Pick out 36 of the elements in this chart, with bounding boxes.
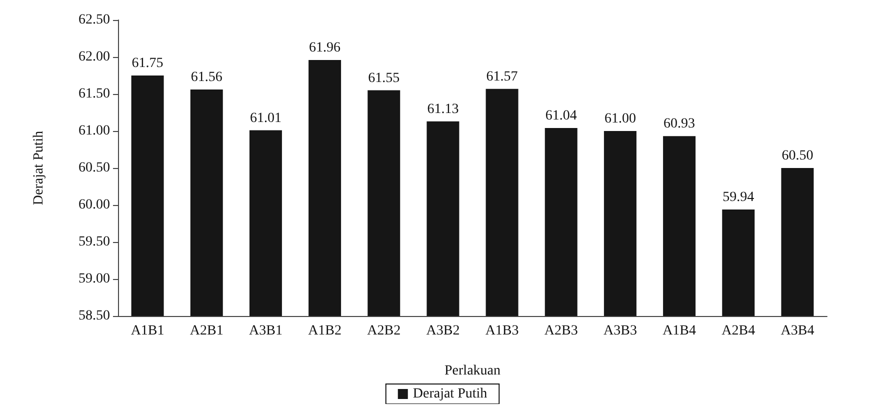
data-label: 61.55 [368, 70, 400, 86]
data-label: 59.94 [722, 190, 754, 205]
data-label: 60.50 [782, 148, 814, 164]
y-tick-label: 60.00 [78, 198, 110, 212]
data-label: 61.04 [545, 108, 577, 124]
x-tick-label: A3B2 [426, 324, 460, 338]
x-tick-label: A2B3 [544, 324, 578, 338]
x-tick-label: A2B1 [190, 324, 224, 338]
y-axis-title: Derajat Putih [32, 130, 46, 206]
data-label: 61.01 [250, 110, 282, 126]
x-tick-label: A3B1 [248, 324, 282, 338]
x-tick-label: A2B4 [722, 324, 756, 338]
data-label: 61.75 [132, 56, 164, 71]
data-label: 61.00 [604, 112, 636, 126]
y-tick-label: 60.50 [78, 160, 110, 176]
y-tick-label: 59.00 [78, 272, 110, 286]
x-tick-label: A3B3 [603, 324, 637, 338]
y-tick-label: 59.50 [78, 234, 110, 250]
x-tick-label: A3B4 [780, 324, 814, 338]
x-tick-label: A1B1 [130, 324, 164, 338]
legend-label: Derajat Putih [412, 386, 488, 402]
y-tick-label: 61.50 [78, 86, 110, 102]
x-tick-label: A1B4 [662, 324, 696, 338]
x-tick-label: A1B2 [308, 324, 342, 338]
data-label: 61.96 [309, 40, 341, 56]
y-tick-label: 58.50 [78, 308, 110, 324]
x-tick-label: A1B3 [485, 324, 519, 338]
data-label: 61.56 [190, 70, 222, 86]
y-tick-label: 61.00 [78, 124, 110, 138]
data-label: 61.13 [427, 102, 459, 117]
y-tick-label: 62.00 [78, 50, 110, 64]
y-tick-label: 62.50 [78, 12, 110, 28]
x-axis-title: Perlakuan [444, 364, 500, 378]
x-tick-label: A2B2 [367, 324, 401, 338]
data-label: 61.57 [486, 69, 518, 84]
data-label: 60.93 [664, 116, 696, 132]
